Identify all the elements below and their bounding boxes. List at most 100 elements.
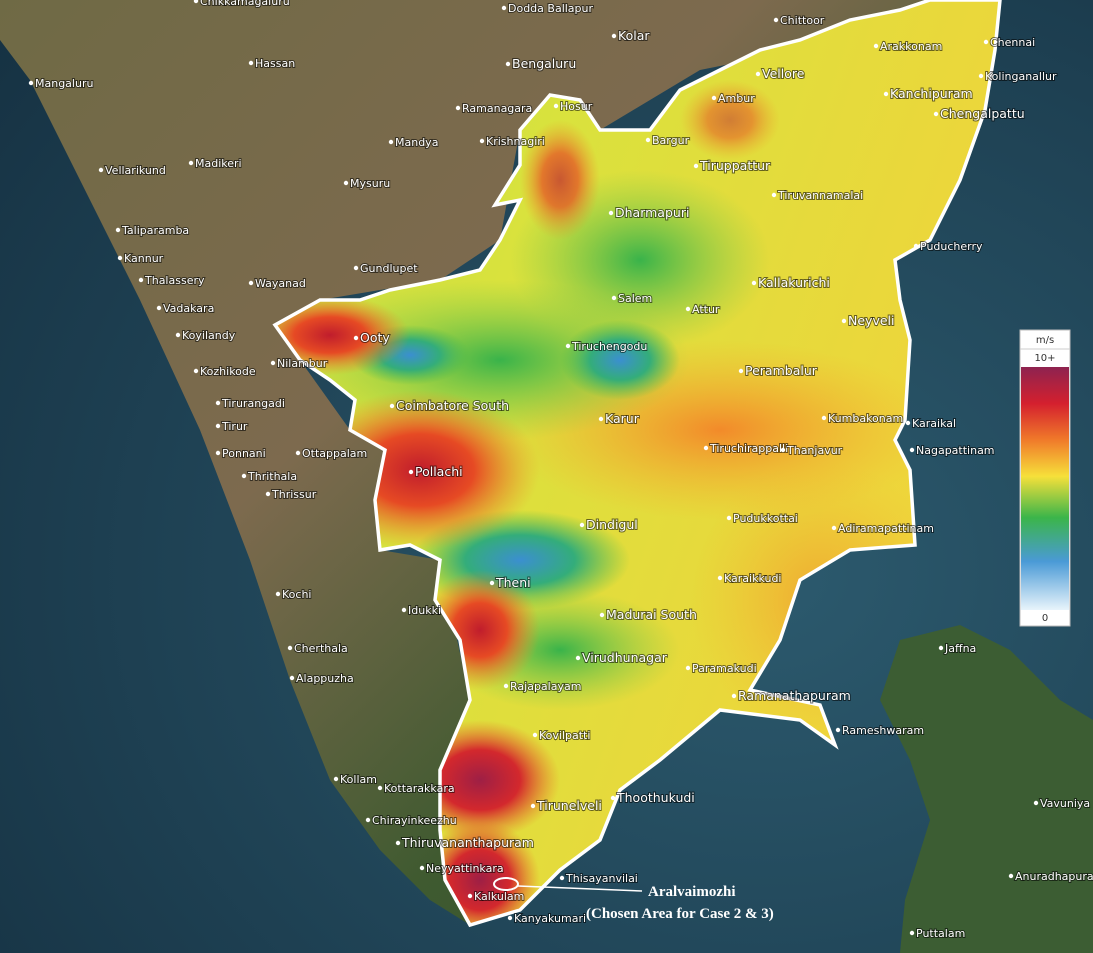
place-dot [598, 416, 604, 422]
place-dot [717, 575, 723, 581]
place-label: Mysuru [350, 177, 390, 190]
place-label: Arakkonam [880, 40, 942, 53]
place-dot [1008, 873, 1014, 879]
place-label: Gundlupet [360, 262, 418, 275]
place-label: Taliparamba [121, 224, 189, 237]
place-label: Thrissur [271, 488, 317, 501]
annotation: Aralvaimozhi (Chosen Area for Case 2 & 3… [493, 877, 774, 922]
place-dot [117, 255, 123, 261]
place-dot [193, 368, 199, 374]
annotation-line [517, 885, 643, 892]
place-dot [530, 803, 536, 809]
place-label: Mangaluru [35, 77, 93, 90]
place-dot [295, 450, 301, 456]
place-dot [685, 306, 691, 312]
place-dot [353, 265, 359, 271]
place-dot [685, 665, 691, 671]
legend-min: 0 [1042, 613, 1048, 624]
place-label: Attur [692, 303, 720, 316]
place-label: Tirur [221, 420, 248, 433]
place-label: Paramakudi [692, 662, 757, 675]
place-dot [883, 91, 889, 97]
annotation-subtitle: (Chosen Area for Case 2 & 3) [586, 906, 774, 922]
place-dot [395, 840, 401, 846]
place-dot [933, 111, 939, 117]
place-dot [645, 137, 651, 143]
place-label: Ramanagara [462, 102, 532, 115]
place-dot [731, 693, 737, 699]
place-label: Tirurangadi [221, 397, 285, 410]
place-dot [913, 243, 919, 249]
place-dot [215, 400, 221, 406]
place-label: Thrithala [247, 470, 297, 483]
place-dot [188, 160, 194, 166]
place-label: Vadakara [163, 302, 214, 315]
place-dot [831, 525, 837, 531]
place-label: Kanyakumari [514, 912, 586, 925]
place-label: Rameshwaram [842, 724, 924, 737]
place-label: Kollam [340, 773, 377, 786]
place-dot [408, 469, 414, 475]
place-label: Hosur [560, 100, 593, 113]
place-label: Neyyattinkara [426, 862, 504, 875]
place-label: Vellarikund [105, 164, 166, 177]
place-dot [175, 332, 181, 338]
place-label: Chittoor [780, 14, 825, 27]
place-label: Kumbakonam [828, 412, 903, 425]
place-label: Thiruvananthapuram [401, 835, 534, 850]
place-dot [559, 875, 565, 881]
place-dot [401, 607, 407, 613]
legend-max: 10+ [1034, 353, 1055, 364]
place-dot [821, 415, 827, 421]
place-dot [138, 277, 144, 283]
place-label: Pudukkottai [733, 512, 798, 525]
place-label: Ottappalam [302, 447, 367, 460]
place-label: Tiruchirappalli [709, 442, 788, 455]
area-marker [493, 877, 519, 891]
place-dot [467, 893, 473, 899]
place-dot [503, 683, 509, 689]
place-label: Cherthala [294, 642, 348, 655]
place-dot [388, 139, 394, 145]
place-label: Kallakurichi [758, 275, 830, 290]
place-label: Tirunelveli [536, 798, 602, 813]
place-label: Vavuniya [1040, 797, 1090, 810]
place-label: Rajapalayam [510, 680, 581, 693]
place-dot [193, 0, 199, 4]
place-label: Kolinganallur [985, 70, 1057, 83]
place-dot [289, 675, 295, 681]
place-label: Krishnagiri [486, 135, 545, 148]
place-dot [215, 423, 221, 429]
place-label: Chirayinkeezhu [372, 814, 457, 827]
place-label: Chennai [990, 36, 1035, 49]
place-label: Thisayanvilai [565, 872, 638, 885]
place-dot [579, 522, 585, 528]
place-dot [978, 73, 984, 79]
legend-unit: m/s [1036, 335, 1054, 346]
place-label: Kolar [618, 28, 650, 43]
legend-colorbar [1021, 367, 1069, 610]
place-label: Idukki [408, 604, 441, 617]
place-dot [365, 817, 371, 823]
place-label: Salem [618, 292, 652, 305]
place-dot [553, 103, 559, 109]
place-label: Dodda Ballapur [508, 2, 593, 15]
place-dot [780, 447, 786, 453]
place-label: Adiramapattinam [838, 522, 934, 535]
place-label: Karaikkudi [724, 572, 782, 585]
place-label: Anuradhapura [1015, 870, 1093, 883]
place-label: Thalassery [144, 274, 205, 287]
place-dot [905, 420, 911, 426]
place-dot [909, 447, 915, 453]
land-india [0, 0, 940, 925]
place-dot [726, 515, 732, 521]
place-labels: Chikkamagaluru Dodda Ballapur Chittoor Kola… [28, 0, 1093, 941]
place-label: Kovilpatti [539, 729, 590, 742]
place-label: Madurai South [606, 607, 697, 622]
place-dot [841, 318, 847, 324]
annotation-title: Aralvaimozhi [648, 884, 736, 900]
place-dot [489, 580, 495, 586]
place-dot [835, 727, 841, 733]
place-label: Nagapattinam [916, 444, 995, 457]
